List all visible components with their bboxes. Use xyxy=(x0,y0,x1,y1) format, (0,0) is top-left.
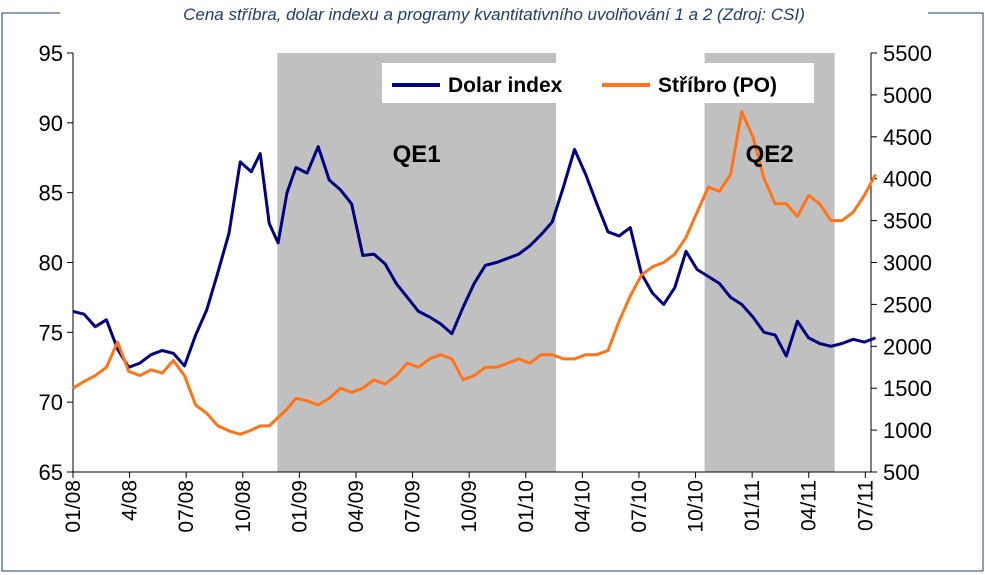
legend: Dolar index Stříbro (PO) xyxy=(382,63,814,103)
x-tick-label: 10/10 xyxy=(685,480,708,533)
y-tick-left-label: 75 xyxy=(39,320,63,345)
qe-labels: QE1 QE2 xyxy=(393,141,794,168)
y-tick-right-label: 4000 xyxy=(883,167,932,192)
y-tick-right-label: 3000 xyxy=(883,251,932,276)
x-tick-label: 01/11 xyxy=(741,480,764,531)
x-tick-label: 01/08 xyxy=(62,480,85,533)
y-tick-right-label: 3500 xyxy=(883,209,932,234)
x-tick-label: 01/10 xyxy=(515,480,538,533)
y-tick-left-label: 85 xyxy=(39,181,63,206)
x-tick-label: 07/11 xyxy=(854,480,877,531)
series-line-silver xyxy=(72,110,877,436)
x-tick-label: 04/09 xyxy=(345,480,368,533)
axes: 95 90 85 80 75 70 65 5500 5000 4500 4000 3500 3000 25… xyxy=(39,41,932,533)
x-tick-label: 10/09 xyxy=(458,480,481,533)
legend-label-silver: Stříbro (PO) xyxy=(658,74,777,97)
y-tick-right-label: 2500 xyxy=(883,292,932,317)
y-tick-right-label: 5500 xyxy=(883,41,932,66)
qe-label-qe1: QE1 xyxy=(393,141,441,168)
y-tick-right-label: 1000 xyxy=(883,418,932,443)
shaded-region-qe2 xyxy=(704,53,835,472)
x-tick-label: 07/10 xyxy=(628,480,651,533)
y-tick-right-label: 5000 xyxy=(883,83,932,108)
x-tick-label: 07/08 xyxy=(175,480,198,533)
series-line-dollar-index xyxy=(72,145,877,369)
x-tick-label: 10/08 xyxy=(232,480,255,533)
x-tick-label: 07/09 xyxy=(402,480,425,533)
x-tick-label: 01/09 xyxy=(288,480,311,533)
y-tick-left-label: 90 xyxy=(39,111,63,136)
legend-label-dollar: Dolar index xyxy=(448,74,563,97)
y-tick-left-label: 65 xyxy=(39,460,63,485)
y-tick-left-label: 80 xyxy=(39,251,63,276)
chart-title: Cena stříbra, dolar indexu a programy kv… xyxy=(183,5,805,24)
shaded-region-qe1 xyxy=(277,53,556,472)
y-tick-right-label: 2000 xyxy=(883,334,932,359)
series-lines xyxy=(72,110,877,436)
x-tick-label: 04/11 xyxy=(798,480,821,531)
y-tick-left-label: 70 xyxy=(39,390,63,415)
x-tick-label: 4/08 xyxy=(119,480,142,521)
chart-title-bg xyxy=(60,2,928,24)
qe-shaded-regions xyxy=(277,53,835,472)
y-tick-right-label: 1500 xyxy=(883,376,932,401)
y-tick-left-label: 95 xyxy=(39,41,63,66)
legend-box xyxy=(382,63,814,103)
y-tick-right-label: 4500 xyxy=(883,125,932,150)
y-tick-right-label: 500 xyxy=(883,460,920,485)
x-tick-label: 04/10 xyxy=(571,480,594,533)
qe-label-qe2: QE2 xyxy=(746,141,794,168)
